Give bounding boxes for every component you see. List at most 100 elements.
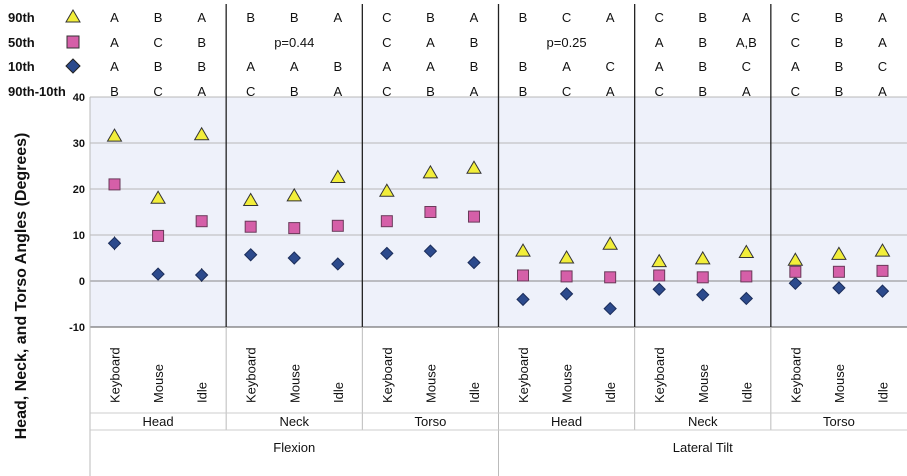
significance-letter: A [290, 59, 299, 74]
significance-letter: A [606, 10, 615, 25]
p90-triangle-point [422, 164, 439, 179]
category-label: Mouse [287, 364, 302, 403]
p-value-label: p=0.25 [547, 35, 587, 50]
significance-letter: A [197, 10, 206, 25]
p90-triangle-point [515, 243, 531, 257]
p90-triangle-point [558, 250, 575, 264]
significance-letter: B [835, 84, 844, 99]
significance-letter: B [426, 10, 435, 25]
significance-letter: B [197, 35, 206, 50]
p50-square-point [288, 222, 301, 235]
legend-label: 10th [8, 59, 35, 74]
significance-letter: B [426, 84, 435, 99]
y-tick-label: 30 [73, 138, 85, 150]
significance-letter: A [878, 35, 887, 50]
super-group-labels: Flexion Lateral Tilt [273, 440, 733, 455]
y-tick-label: 20 [73, 184, 85, 196]
group-label: Torso [823, 414, 855, 429]
significance-letter: B [154, 59, 163, 74]
significance-letter: A [470, 84, 479, 99]
significance-letter: A [246, 59, 255, 74]
p50-square-point [604, 271, 617, 284]
significance-letter: B [698, 35, 707, 50]
significance-letter: A [426, 59, 435, 74]
significance-letter: A [791, 59, 800, 74]
group-dividers [89, 4, 907, 476]
group-label: Neck [688, 414, 718, 429]
significance-letter: A [655, 59, 664, 74]
significance-letter: B [246, 10, 255, 25]
significance-letter: A [333, 10, 342, 25]
significance-letter: B [519, 59, 528, 74]
p10-diamond-point [788, 276, 803, 291]
p50-square-point [832, 265, 845, 278]
p90-triangle-point [286, 187, 303, 202]
significance-letter: B [197, 59, 206, 74]
significance-letter: C [878, 59, 887, 74]
p90-triangle-point [150, 190, 166, 204]
category-label: Keyboard [516, 347, 531, 403]
p10-diamond-point [832, 281, 846, 295]
significance-letter: C [742, 59, 751, 74]
p10-diamond-point [194, 268, 209, 282]
significance-letter: A [606, 84, 615, 99]
category-label: Mouse [423, 364, 438, 403]
significance-letter: B [154, 10, 163, 25]
p10-diamond-point [107, 236, 122, 250]
triangle-marker-icon [65, 9, 81, 23]
category-label: Idle [331, 382, 346, 403]
significance-letter: A [333, 84, 342, 99]
square-marker-icon [66, 35, 80, 49]
significance-letter: B [470, 59, 479, 74]
group-labels: Head Neck Torso Head Neck Torso [143, 414, 855, 429]
p90-triangle-point [874, 243, 891, 257]
significance-letter: C [654, 10, 663, 25]
significance-letters: A B AA C BA B BB C AB B AA A BC B Ap=0.44C B AC A BA A BC B AB… [110, 10, 887, 99]
category-label: Keyboard [244, 347, 259, 403]
significance-letter: C [382, 10, 391, 25]
p50-square-point [789, 265, 802, 278]
significance-letter: C [382, 84, 391, 99]
significance-letter: B [470, 35, 479, 50]
group-label: Neck [279, 414, 309, 429]
significance-letter: B [290, 10, 299, 25]
significance-letter: B [835, 35, 844, 50]
category-label: Keyboard [652, 347, 667, 403]
y-tick-label: -10 [69, 322, 85, 334]
p50-square-point [740, 270, 753, 283]
significance-letter: B [835, 59, 844, 74]
y-tick-label: 40 [73, 92, 85, 104]
p50-square-point [108, 178, 121, 191]
y-tick-label: 0 [79, 276, 85, 288]
p90-triangle-point [694, 250, 711, 265]
super-group-label: Lateral Tilt [673, 440, 733, 455]
p50-square-point [653, 269, 666, 282]
data-points [106, 126, 891, 316]
legend-label: 90th [8, 10, 35, 25]
legend-label: 50th [8, 35, 35, 50]
significance-letter: C [791, 10, 800, 25]
p50-square-point [244, 220, 257, 233]
significance-letter: A [562, 59, 571, 74]
significance-letter: C [791, 84, 800, 99]
p10-diamond-point [151, 267, 165, 281]
p50-square-point [424, 206, 437, 218]
group-label: Torso [415, 414, 447, 429]
category-label: Mouse [696, 364, 711, 403]
p50-square-point [876, 264, 889, 277]
p90-triangle-point [242, 192, 259, 206]
significance-letter: C [153, 35, 162, 50]
significance-letter: B [333, 59, 342, 74]
significance-letter: C [382, 35, 391, 50]
legend-label: 90th-10th [8, 84, 66, 99]
significance-letter: C [791, 35, 800, 50]
p10-diamond-point [696, 288, 710, 302]
group-label: Head [143, 414, 174, 429]
p90-triangle-point [738, 244, 755, 258]
significance-letter: B [519, 84, 528, 99]
significance-letter: C [246, 84, 255, 99]
significance-letter: A [878, 10, 887, 25]
significance-letter: C [153, 84, 162, 99]
p10-diamond-point [331, 257, 345, 271]
